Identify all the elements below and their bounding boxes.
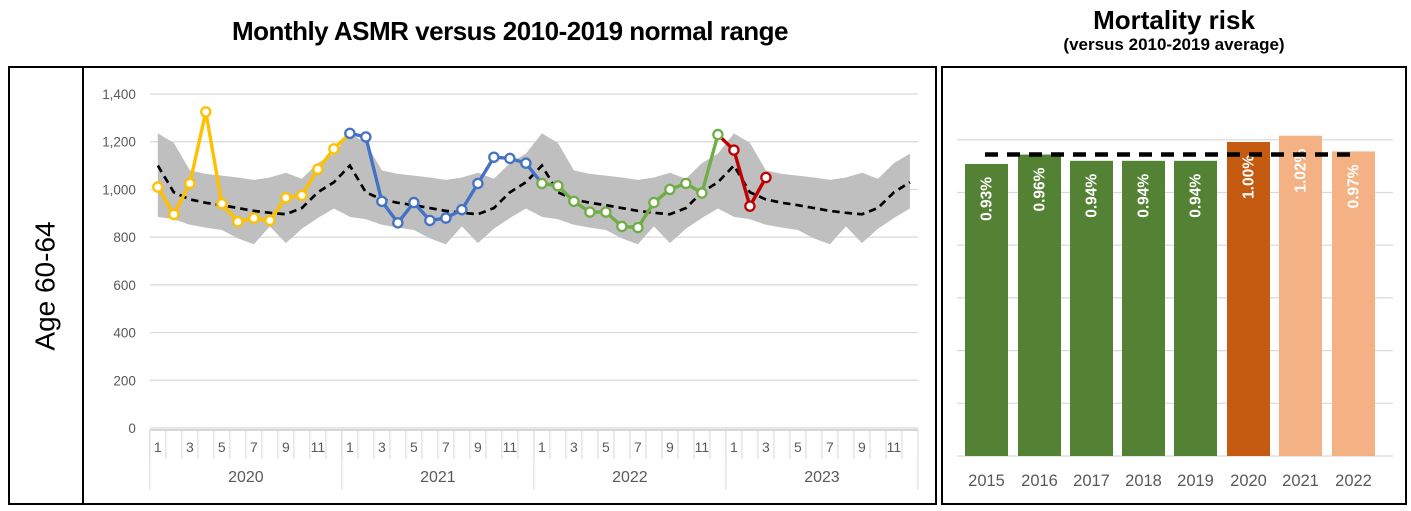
svg-text:600: 600 [113,278,135,293]
bar-value-labels: 0.93% 0.96% 0.94% 0.94% 0.94% 1.00% 1.02% 0.97% [979,149,1363,221]
normal-range-band [157,133,910,245]
svg-text:2020: 2020 [228,469,264,486]
svg-text:2021: 2021 [420,469,456,486]
svg-text:1: 1 [154,439,162,455]
category-labels: 2015 2016 2017 2018 2019 2020 2021 2022 [968,472,1372,490]
svg-text:3: 3 [186,439,194,455]
svg-text:7: 7 [634,439,642,455]
bar-2018 [1122,160,1165,456]
svg-text:1: 1 [730,439,738,455]
age-group-label: Age 60-64 [30,220,61,351]
svg-text:0.94%: 0.94% [1136,174,1153,218]
x-axis [149,429,919,490]
svg-text:2018: 2018 [1125,472,1162,490]
month-tick-labels: 1 3 5 7 9 11 1 3 5 7 9 11 1 3 5 7 9 11 1 3 5 7 9 11 [154,439,901,455]
y-axis-labels: 0 200 400 600 800 1,000 1,200 1,400 [102,87,136,436]
asmr-line-chart-area: 1 3 5 7 9 11 1 3 5 7 9 11 1 3 5 7 9 11 1 3 5 7 9 11 2020 2021 2022… [84,68,935,503]
svg-text:9: 9 [474,439,482,455]
bar-2022 [1332,151,1375,457]
svg-text:11: 11 [887,439,902,455]
svg-text:0.94%: 0.94% [1188,174,1205,218]
markers-2023 [728,144,772,212]
svg-text:0.97%: 0.97% [1346,164,1363,208]
bar-2021 [1279,135,1322,456]
svg-text:9: 9 [858,439,866,455]
markers-2021 [344,127,532,229]
svg-text:1: 1 [346,439,354,455]
svg-text:1: 1 [538,439,546,455]
svg-text:9: 9 [666,439,674,455]
svg-text:5: 5 [218,439,226,455]
svg-text:2017: 2017 [1073,472,1110,490]
svg-text:7: 7 [442,439,450,455]
svg-text:0.93%: 0.93% [979,177,996,221]
svg-text:0.96%: 0.96% [1032,167,1049,211]
year-labels: 2020 2021 2022 2023 [228,469,840,486]
svg-text:1,000: 1,000 [102,182,136,197]
svg-text:400: 400 [113,326,135,341]
svg-text:2015: 2015 [968,472,1005,490]
svg-text:2020: 2020 [1230,472,1267,490]
bar-2016 [1018,154,1061,456]
svg-text:11: 11 [311,439,326,455]
svg-text:200: 200 [113,373,135,388]
age-group-cell: Age 60-64 [10,68,84,503]
svg-text:0.94%: 0.94% [1084,174,1101,218]
asmr-chart-panel: Age 60-64 1 3 5 7 9 11 1 3 5 7 9 11 1 3 5 7 9 11 1 3 5 7 9 11 20… [8,66,937,505]
svg-text:2023: 2023 [804,469,840,486]
mortality-risk-panel: 0.93% 0.96% 0.94% 0.94% 0.94% 1.00% 1.02% 0.97%… [941,66,1407,505]
svg-text:5: 5 [794,439,802,455]
markers-2022 [536,128,724,234]
bar-2017 [1070,160,1113,456]
svg-text:9: 9 [282,439,290,455]
bars [965,135,1375,457]
svg-text:1,400: 1,400 [102,87,136,102]
svg-text:3: 3 [762,439,770,455]
mortality-risk-subtitle: (versus 2010-2019 average) [1063,35,1285,54]
asmr-chart-title: Monthly ASMR versus 2010-2019 normal ran… [231,16,789,46]
markers-2020 [152,106,340,228]
bar-2020 [1227,142,1270,456]
svg-text:2021: 2021 [1282,472,1319,490]
bar-2019 [1174,160,1217,456]
svg-text:3: 3 [378,439,386,455]
svg-text:7: 7 [250,439,258,455]
svg-text:0: 0 [128,421,135,436]
svg-text:800: 800 [113,230,135,245]
mortality-risk-title: Mortality risk [1093,5,1255,35]
svg-text:5: 5 [410,439,418,455]
line-2023 [716,133,768,208]
svg-text:2016: 2016 [1021,472,1058,490]
svg-text:1.00%: 1.00% [1241,155,1258,199]
svg-text:11: 11 [695,439,710,455]
svg-text:2022: 2022 [612,469,648,486]
bar-2015 [965,163,1008,456]
svg-text:1.02%: 1.02% [1293,149,1310,193]
svg-text:2019: 2019 [1177,472,1214,490]
svg-text:5: 5 [602,439,610,455]
mortality-risk-bar-chart: 0.93% 0.96% 0.94% 0.94% 0.94% 1.00% 1.02% 0.97%… [957,135,1393,490]
svg-text:2022: 2022 [1335,472,1372,490]
svg-text:1,200: 1,200 [102,135,136,150]
svg-text:11: 11 [503,439,518,455]
mortality-risk-title-block: Mortality risk (versus 2010-2019 average… [941,5,1407,55]
svg-text:3: 3 [570,439,578,455]
svg-text:7: 7 [826,439,834,455]
